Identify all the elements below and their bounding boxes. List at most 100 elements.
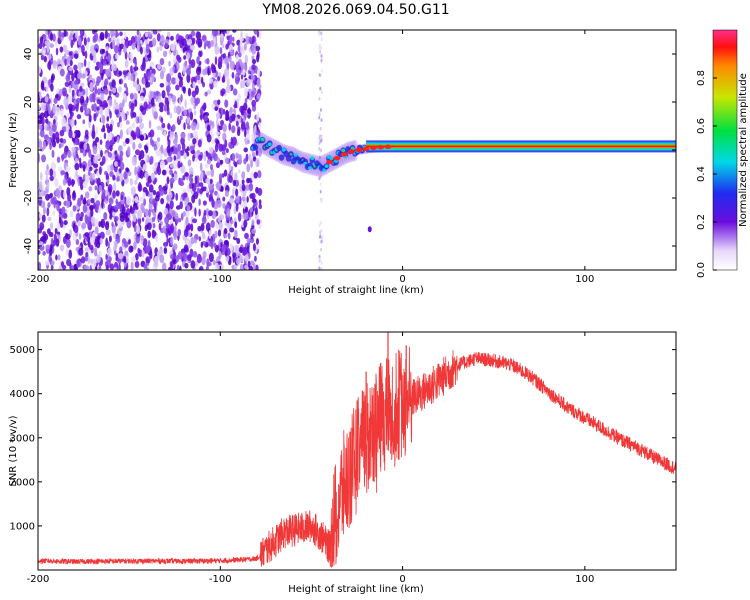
noise-speck [73,79,79,85]
noise-speck [208,182,213,191]
noise-speck [152,165,157,172]
noise-speck [134,179,138,185]
noise-speck [66,258,72,267]
noise-speck [159,82,165,88]
noise-speck [83,58,87,67]
noise-speck [103,211,108,221]
noise-speck [78,90,84,97]
noise-speck [82,204,88,213]
noise-speck [203,152,207,162]
noise-speck [210,240,214,250]
noise-speck [235,188,238,197]
noise-speck [166,87,170,97]
spectrogram-y-ticks: 40 20 0 -20 -40 [23,48,676,254]
noise-speck [238,52,242,58]
noise-speck [77,130,81,139]
noise-speck [114,108,119,115]
noise-speck [195,66,202,76]
noise-speck [50,237,54,246]
noise-speck [149,94,153,100]
noise-speck [177,143,181,152]
noise-speck [181,142,186,152]
noise-speck [129,205,133,213]
noise-speck [108,97,113,106]
noise-speck [160,197,165,205]
noise-speck [80,44,85,54]
noise-speck [206,133,212,143]
noise-speck [199,162,203,172]
noise-speck [194,98,199,107]
noise-speck [119,31,123,37]
noise-speck [53,97,58,104]
noise-speck [216,199,222,208]
noise-speck [227,247,231,257]
noise-speck [155,194,160,202]
noise-speck [47,202,51,208]
noise-speck [95,136,100,143]
noise-speck [117,121,120,128]
noise-speck [159,44,163,52]
noise-speck [220,30,226,33]
noise-speck [68,51,73,56]
snr-series-line [38,346,676,568]
ridge-blob-red [355,147,363,152]
noise-speck [170,146,174,152]
ridge-blob-cyan [267,142,272,147]
spike-column-speck [320,69,323,73]
noise-speck [169,131,175,138]
noise-speck [56,58,62,65]
noise-speck [90,154,94,164]
noise-speck [174,212,179,220]
noise-speck [246,238,251,243]
noise-speck [130,65,133,75]
noise-speck [248,182,254,192]
noise-speck [256,93,261,100]
noise-speck [69,59,73,67]
noise-speck [143,101,148,110]
noise-speck [234,230,238,238]
noise-speck [92,145,98,155]
noise-speck [255,149,259,156]
noise-speck [166,73,172,83]
noise-speck [241,196,246,202]
spike-column-speck [318,141,321,146]
noise-speck [128,238,131,245]
noise-speck [93,251,98,257]
noise-speck [196,122,200,130]
noise-speck [200,50,203,57]
noise-speck [240,108,245,116]
noise-speck [208,120,213,127]
noise-speck [130,261,134,270]
noise-speck [137,209,142,219]
noise-speck [49,248,53,256]
spike-column-speck [318,147,321,151]
noise-speck [80,256,86,264]
noise-speck [74,119,77,126]
noise-speck [75,169,78,178]
noise-speck [173,231,178,241]
noise-speck [166,156,171,163]
noise-speck [112,103,116,112]
ridge-blob-blue [278,154,285,161]
spectrogram-x-tick-label: 0 [399,274,405,285]
noise-speck [153,106,157,112]
noise-speck [196,187,201,194]
noise-speck [89,93,94,103]
noise-speck [202,186,208,192]
noise-speck [175,49,179,56]
noise-speck [152,208,155,216]
noise-speck [129,136,133,145]
noise-speck [74,138,79,146]
noise-speck [203,114,209,122]
noise-speck [163,130,167,137]
snr-y-tick-label: 4000 [10,389,35,400]
noise-speck [39,180,43,191]
noise-speck [94,84,97,93]
noise-speck [62,44,68,53]
noise-speck [175,84,180,91]
ridge-blob-red [333,155,341,161]
noise-speck [38,131,41,137]
noise-speck [195,74,201,81]
noise-speck [94,266,98,270]
noise-speck [53,119,56,125]
